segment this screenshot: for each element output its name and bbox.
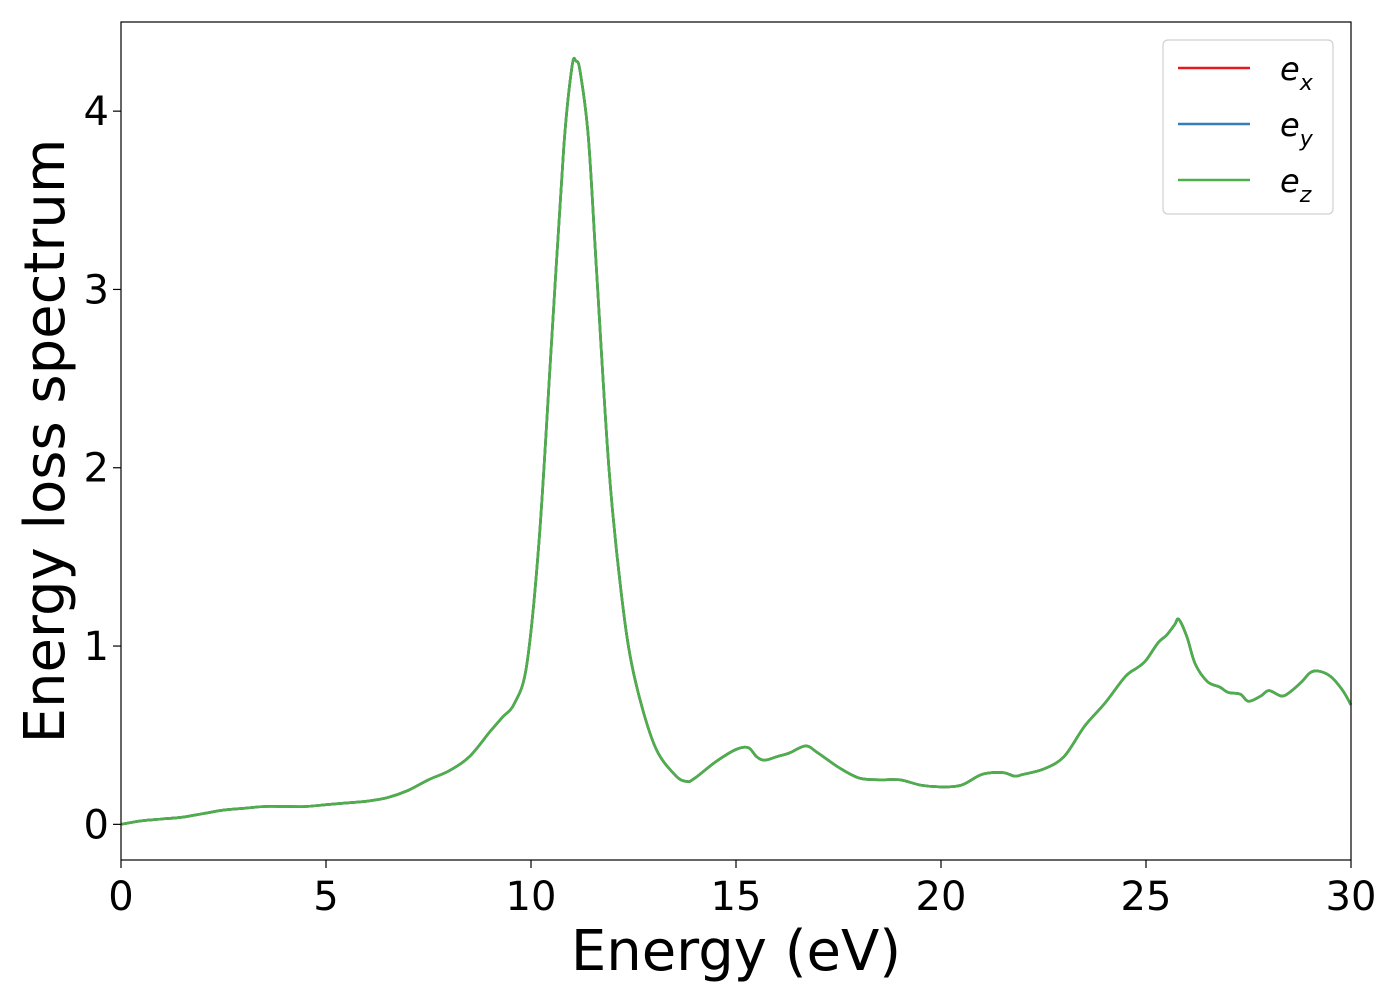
- x-axis-ticks: 0 5 10 15 20 25 30: [108, 860, 1376, 920]
- x-tick-label: 20: [916, 874, 967, 920]
- plot-area: [121, 22, 1351, 860]
- x-axis-label: Energy (eV): [571, 919, 901, 984]
- x-tick-label: 10: [506, 874, 557, 920]
- y-tick-label: 3: [84, 267, 109, 313]
- x-tick-label: 25: [1121, 874, 1172, 920]
- series-line-e_z: [120, 56, 1353, 826]
- x-tick-label: 5: [313, 874, 338, 920]
- x-tick-label: 30: [1326, 874, 1377, 920]
- y-tick-label: 4: [84, 89, 109, 135]
- legend-box: [1162, 39, 1334, 215]
- y-tick-label: 1: [84, 624, 109, 670]
- y-tick-label: 0: [84, 802, 109, 848]
- series-layer: [120, 56, 1353, 826]
- y-axis-label: Energy loss spectrum: [13, 139, 78, 744]
- y-axis-ticks: 0 1 2 3 4: [84, 89, 121, 848]
- x-tick-label: 0: [108, 874, 133, 920]
- y-tick-label: 2: [84, 446, 109, 492]
- x-tick-label: 15: [711, 874, 762, 920]
